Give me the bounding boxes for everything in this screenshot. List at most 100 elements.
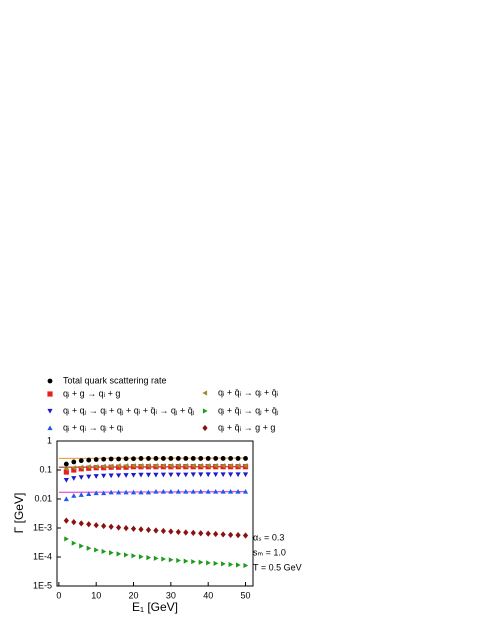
data-point <box>63 461 69 467</box>
data-point <box>93 522 99 529</box>
legend-label: qᵢ + qᵢ → qᵢ + qᵢ <box>63 422 123 432</box>
plot-frame <box>56 440 254 587</box>
y-tick-label: 1E-3 <box>33 522 52 532</box>
data-point <box>116 463 121 469</box>
data-point <box>175 488 181 494</box>
data-point <box>71 476 77 481</box>
data-point <box>71 540 77 546</box>
data-point <box>153 488 159 494</box>
data-point <box>123 525 129 532</box>
data-point <box>175 528 181 536</box>
data-point <box>243 456 248 461</box>
data-point <box>86 545 92 551</box>
data-point <box>161 456 166 461</box>
data-point <box>101 548 107 555</box>
data-point <box>183 456 189 461</box>
data-point <box>108 463 114 469</box>
data-point <box>205 463 211 469</box>
data-point <box>123 552 129 558</box>
data-point <box>145 472 152 478</box>
data-point <box>78 464 84 470</box>
data-point <box>108 456 114 462</box>
legend-marker <box>202 408 208 414</box>
data-point <box>190 456 196 461</box>
data-point <box>153 555 159 561</box>
legend-marker <box>202 424 208 432</box>
data-point <box>168 456 174 461</box>
data-point <box>220 463 226 469</box>
data-point <box>175 472 181 478</box>
data-point <box>153 527 159 534</box>
data-point <box>235 562 241 568</box>
data-point <box>183 529 189 536</box>
data-point <box>123 456 129 462</box>
data-point <box>138 526 144 533</box>
legend-label: qᵢ + g → qᵢ + g <box>63 388 120 398</box>
data-point <box>78 475 84 480</box>
data-point <box>116 551 122 557</box>
data-point <box>198 530 204 537</box>
data-point <box>235 456 241 461</box>
data-point <box>160 488 166 494</box>
data-point <box>242 488 249 494</box>
data-point <box>93 474 99 479</box>
data-point <box>242 472 249 478</box>
y-tick-label: 1 <box>47 435 52 445</box>
y-tick-label: 0.01 <box>34 493 52 503</box>
data-point <box>146 555 152 561</box>
data-point <box>71 459 77 465</box>
data-point <box>175 463 181 469</box>
data-point <box>183 472 189 478</box>
y-axis-label: Γ [GeV] <box>12 493 26 534</box>
data-point <box>116 473 122 479</box>
data-point <box>153 472 159 478</box>
data-point <box>138 554 144 560</box>
data-point <box>131 553 137 559</box>
data-point <box>123 489 129 495</box>
data-point <box>145 463 151 469</box>
data-point <box>243 562 249 569</box>
legend-label: Total quark scattering rate <box>63 375 167 385</box>
data-point <box>228 463 233 469</box>
legend-marker <box>47 378 53 384</box>
data-point <box>108 523 114 530</box>
data-point <box>198 456 204 461</box>
data-point <box>220 472 226 478</box>
data-point <box>205 488 211 494</box>
legend-label: qᵢ + qⱼ → qᵢ + qⱼ + qᵢ + q̄ᵢ → qⱼ + q̄ⱼ <box>63 405 195 415</box>
data-point <box>160 527 166 535</box>
data-point <box>205 456 211 461</box>
x-tick-label: 40 <box>203 590 213 600</box>
data-point <box>220 531 226 538</box>
legend-label: qᵢ + q̄ᵢ → qᵢ + q̄ᵢ <box>218 387 278 397</box>
data-point <box>183 463 188 469</box>
data-point <box>86 521 92 528</box>
data-point <box>205 530 211 537</box>
data-point <box>86 464 91 470</box>
legend-marker <box>47 408 53 414</box>
data-point <box>78 492 84 497</box>
data-point <box>228 456 234 461</box>
data-point <box>190 472 196 478</box>
data-point <box>101 463 106 469</box>
annotation: T = 0.5 GeV <box>253 562 302 572</box>
data-point <box>168 528 174 535</box>
data-point <box>130 489 137 495</box>
data-point <box>93 457 99 462</box>
x-tick-label: 0 <box>56 590 61 600</box>
data-point <box>108 473 114 479</box>
data-point <box>71 465 76 471</box>
data-point <box>153 463 159 469</box>
data-point <box>176 557 181 564</box>
data-point <box>64 536 69 542</box>
data-point <box>168 463 173 469</box>
data-point <box>138 472 144 478</box>
data-point <box>242 463 248 469</box>
y-tick-label: 0.1 <box>39 464 52 474</box>
data-point <box>101 456 107 462</box>
fit-curve <box>58 490 246 493</box>
data-point <box>63 477 69 483</box>
data-point <box>101 490 107 496</box>
x-tick-label: 30 <box>166 590 176 600</box>
data-point <box>145 526 152 534</box>
